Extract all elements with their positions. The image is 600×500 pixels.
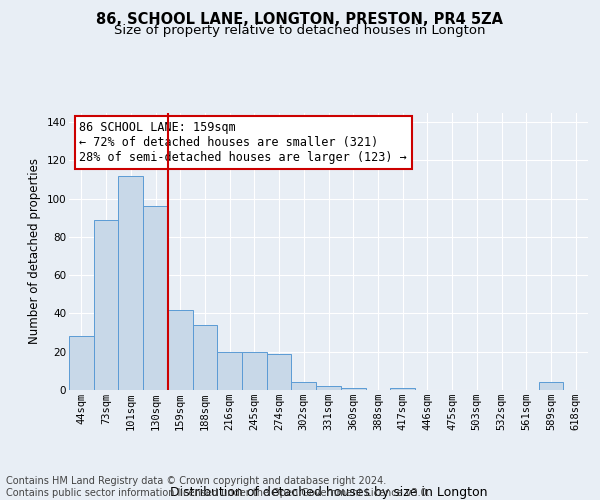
Bar: [341, 388, 365, 390]
Bar: [69, 336, 94, 390]
Text: Contains HM Land Registry data © Crown copyright and database right 2024.
Contai: Contains HM Land Registry data © Crown c…: [6, 476, 430, 498]
Text: 86 SCHOOL LANE: 159sqm
← 72% of detached houses are smaller (321)
28% of semi-de: 86 SCHOOL LANE: 159sqm ← 72% of detached…: [79, 121, 407, 164]
Bar: [316, 386, 341, 390]
Text: 86, SCHOOL LANE, LONGTON, PRESTON, PR4 5ZA: 86, SCHOOL LANE, LONGTON, PRESTON, PR4 5…: [97, 12, 503, 28]
Bar: [193, 325, 217, 390]
Bar: [242, 352, 267, 390]
Text: Size of property relative to detached houses in Longton: Size of property relative to detached ho…: [114, 24, 486, 37]
Bar: [118, 176, 143, 390]
Bar: [94, 220, 118, 390]
Bar: [143, 206, 168, 390]
Bar: [168, 310, 193, 390]
Bar: [539, 382, 563, 390]
Bar: [390, 388, 415, 390]
Bar: [292, 382, 316, 390]
Bar: [267, 354, 292, 390]
Bar: [217, 352, 242, 390]
X-axis label: Distribution of detached houses by size in Longton: Distribution of detached houses by size …: [170, 486, 487, 499]
Y-axis label: Number of detached properties: Number of detached properties: [28, 158, 41, 344]
